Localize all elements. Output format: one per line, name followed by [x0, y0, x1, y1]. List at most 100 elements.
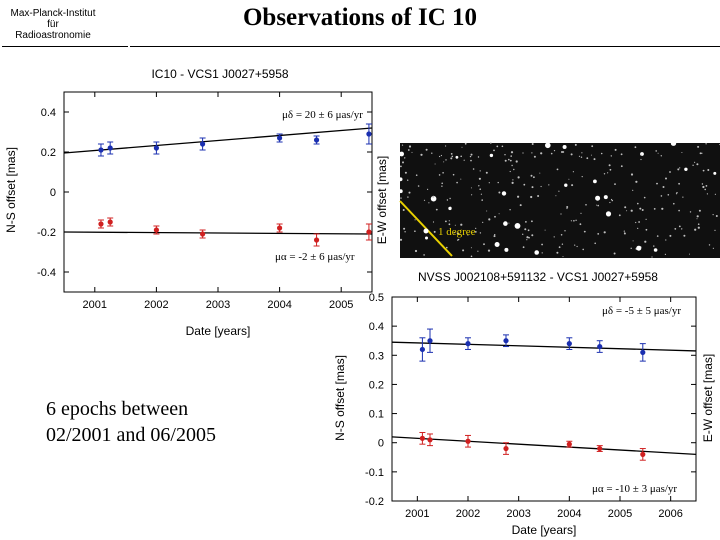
star [525, 221, 527, 223]
star [477, 250, 479, 252]
star [597, 233, 600, 235]
star [398, 189, 403, 194]
star [574, 143, 577, 146]
star [509, 170, 511, 173]
star [580, 212, 582, 214]
star [523, 183, 526, 186]
star [541, 252, 543, 254]
chart-title: NVSS J002108+591132 - VCS1 J0027+5958 [418, 270, 658, 284]
star [398, 177, 403, 182]
star [496, 145, 499, 148]
institute-name: Max-Planck-Institut für Radioastronomie [2, 8, 104, 41]
star [404, 157, 406, 159]
star [609, 201, 611, 204]
star [503, 221, 508, 226]
star [683, 234, 686, 237]
star [517, 195, 520, 198]
star [508, 158, 510, 161]
y-tick-label: 0 [50, 187, 56, 199]
star [576, 245, 578, 248]
star [607, 172, 609, 174]
data-point [427, 437, 433, 443]
star [620, 165, 623, 168]
star [705, 143, 707, 145]
star [689, 211, 692, 213]
star [448, 223, 451, 226]
star [407, 196, 409, 198]
star [522, 246, 525, 249]
data-point [566, 341, 572, 347]
mu-alpha-annotation: μα = -10 ± 3 μas/yr [592, 483, 677, 495]
x-axis-label: Date [years] [186, 324, 251, 338]
star [562, 151, 565, 153]
star [485, 171, 488, 174]
epochs-caption: 6 epochs between 02/2001 and 06/2005 [46, 396, 216, 448]
star [451, 155, 454, 158]
x-axis-label: Date [years] [512, 523, 577, 537]
data-point [98, 221, 104, 227]
star [697, 223, 700, 225]
x-tick-label: 2001 [405, 508, 429, 520]
star [656, 182, 658, 185]
data-point [200, 141, 206, 147]
star [630, 173, 634, 176]
star [540, 185, 542, 188]
star [449, 197, 451, 200]
star [527, 229, 530, 232]
logo-line-3: Radioastronomie [15, 30, 91, 41]
data-point [503, 445, 509, 452]
star [571, 184, 574, 187]
star [667, 194, 670, 196]
star [445, 145, 447, 147]
star [583, 230, 586, 233]
star [511, 164, 513, 167]
star [701, 152, 703, 154]
star [456, 232, 459, 235]
star [471, 194, 473, 196]
star [540, 152, 543, 155]
star [470, 255, 473, 258]
star [581, 152, 583, 154]
star [534, 250, 539, 255]
star [480, 193, 482, 195]
star [493, 235, 496, 238]
star [568, 178, 570, 180]
logo-line-2: für [47, 19, 59, 30]
star [570, 153, 573, 156]
star [482, 221, 484, 223]
star [706, 193, 708, 195]
star [593, 179, 597, 184]
star [640, 158, 642, 161]
nvss-chart: NVSS J002108+591132 - VCS1 J0027+5958 N-… [333, 270, 715, 537]
star [715, 215, 718, 217]
data-point [107, 219, 113, 225]
star [566, 206, 569, 208]
star [677, 168, 680, 171]
star [562, 145, 567, 149]
star [470, 153, 473, 156]
data-point [313, 237, 320, 243]
star [620, 153, 623, 156]
star [448, 206, 452, 211]
star [509, 209, 511, 211]
x-tick-label: 2002 [456, 508, 480, 520]
y-tick-label: 0.4 [41, 107, 56, 119]
star [531, 234, 534, 237]
star [432, 195, 435, 198]
star [694, 161, 696, 163]
star [510, 151, 514, 154]
star [488, 182, 490, 184]
star [474, 231, 477, 233]
star [460, 223, 463, 226]
star [414, 219, 416, 221]
star [531, 186, 534, 189]
star [614, 183, 616, 185]
star [707, 169, 710, 171]
star [618, 214, 621, 217]
star [603, 195, 608, 200]
star [696, 215, 699, 218]
star [689, 253, 690, 255]
star [609, 168, 612, 171]
star [630, 209, 633, 212]
star [420, 153, 423, 156]
